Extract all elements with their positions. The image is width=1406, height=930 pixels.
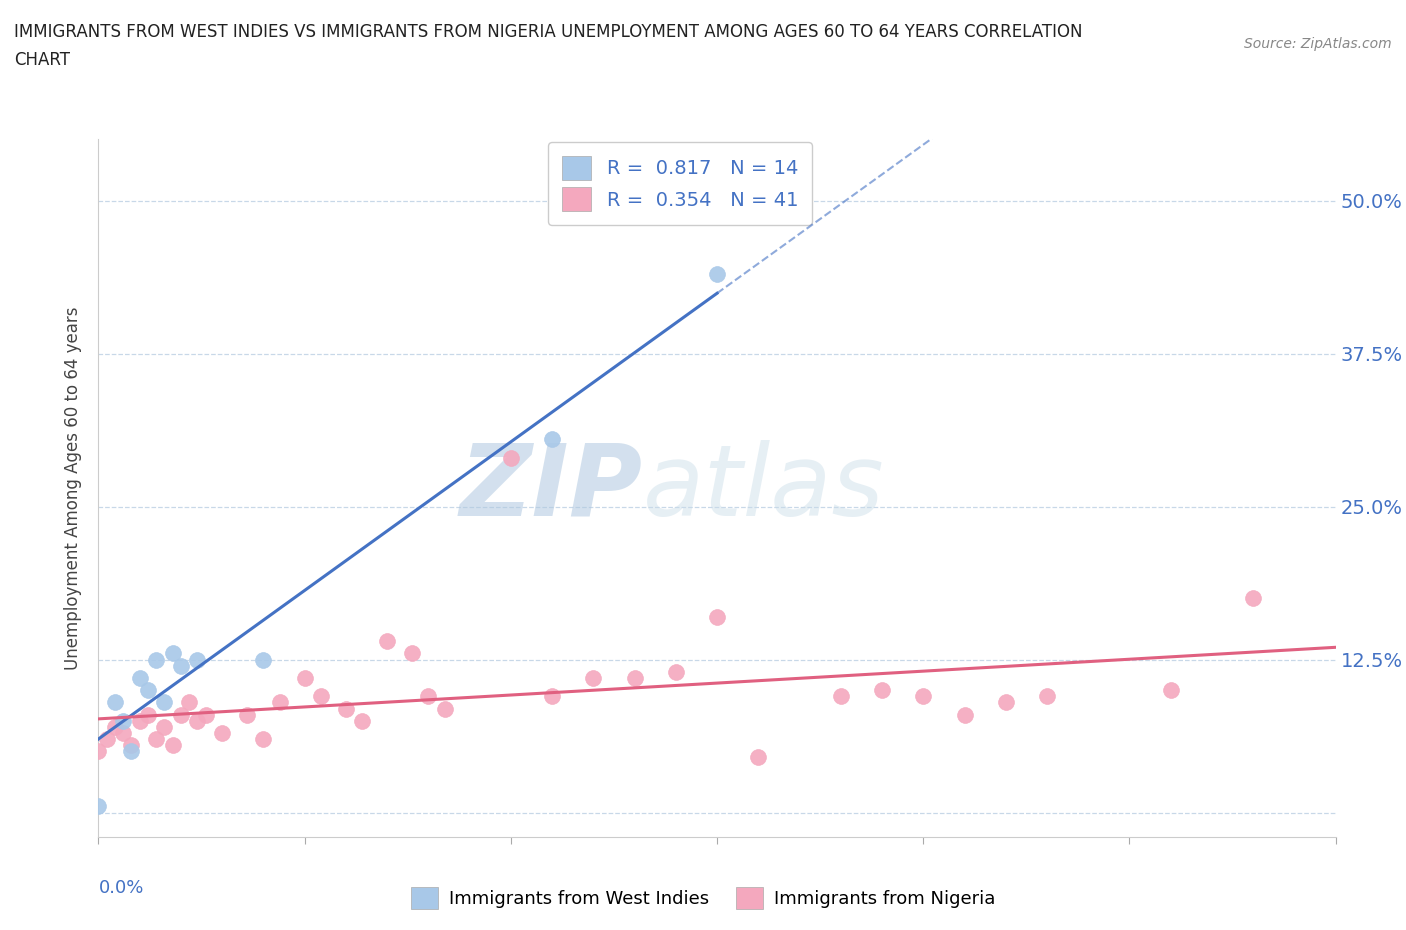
Point [1160, 683, 1182, 698]
Point [120, 744, 142, 759]
Text: atlas: atlas [643, 440, 884, 537]
Point [953, 707, 976, 722]
Point [706, 267, 728, 282]
Point [747, 750, 769, 764]
Point [1036, 689, 1059, 704]
Point [162, 737, 184, 752]
Point [1241, 591, 1264, 605]
Point [153, 695, 176, 710]
Point [294, 671, 316, 685]
Point [375, 633, 398, 648]
Point [145, 652, 167, 667]
Point [186, 713, 208, 728]
Point [153, 720, 176, 735]
Point [252, 652, 274, 667]
Text: CHART: CHART [14, 51, 70, 69]
Point [87, 799, 110, 814]
Point [104, 720, 127, 735]
Point [96, 732, 118, 747]
Point [112, 713, 135, 728]
Point [179, 695, 201, 710]
Point [623, 671, 645, 685]
Point [541, 689, 564, 704]
Point [401, 646, 423, 661]
Point [128, 713, 150, 728]
Point [499, 450, 522, 465]
Point [136, 683, 159, 698]
Point [112, 725, 135, 740]
Point [870, 683, 893, 698]
Point [665, 664, 688, 679]
Text: 0.0%: 0.0% [98, 879, 143, 897]
Point [128, 671, 150, 685]
Point [252, 732, 274, 747]
Point [830, 689, 852, 704]
Point [706, 609, 728, 624]
Point [162, 646, 184, 661]
Text: Source: ZipAtlas.com: Source: ZipAtlas.com [1244, 37, 1392, 51]
Point [433, 701, 456, 716]
Y-axis label: Unemployment Among Ages 60 to 64 years: Unemployment Among Ages 60 to 64 years [65, 307, 83, 670]
Point [912, 689, 935, 704]
Point [335, 701, 357, 716]
Point [269, 695, 291, 710]
Point [145, 732, 167, 747]
Legend: Immigrants from West Indies, Immigrants from Nigeria: Immigrants from West Indies, Immigrants … [404, 880, 1002, 916]
Text: ZIP: ZIP [460, 440, 643, 537]
Point [994, 695, 1017, 710]
Point [236, 707, 259, 722]
Point [170, 658, 193, 673]
Point [170, 707, 193, 722]
Point [120, 737, 142, 752]
Point [194, 707, 217, 722]
Text: IMMIGRANTS FROM WEST INDIES VS IMMIGRANTS FROM NIGERIA UNEMPLOYMENT AMONG AGES 6: IMMIGRANTS FROM WEST INDIES VS IMMIGRANT… [14, 23, 1083, 41]
Point [136, 707, 159, 722]
Point [104, 695, 127, 710]
Point [309, 689, 332, 704]
Point [418, 689, 440, 704]
Legend: R =  0.817   N = 14, R =  0.354   N = 41: R = 0.817 N = 14, R = 0.354 N = 41 [548, 142, 811, 225]
Point [186, 652, 208, 667]
Point [582, 671, 605, 685]
Point [211, 725, 233, 740]
Point [352, 713, 374, 728]
Point [541, 432, 564, 446]
Point [87, 744, 110, 759]
